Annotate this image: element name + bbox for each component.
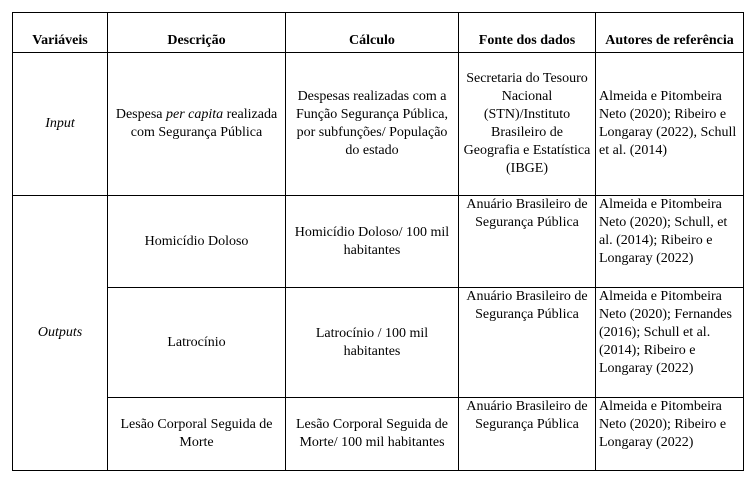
header-fonte: Fonte dos dados [458, 12, 596, 53]
authors-cell: Almeida e Pitombeira Neto (2020); Ribeir… [595, 397, 744, 471]
authors-cell: Almeida e Pitombeira Neto (2020); Schull… [595, 195, 744, 288]
description-text: realizada com Segurança Pública [130, 107, 278, 140]
table-row: Outputs Homicídio Doloso Homicídio Dolos… [12, 195, 744, 471]
group-outputs: Outputs [12, 195, 108, 471]
header-row: Variáveis Descrição Cálculo Fonte dos da… [12, 12, 744, 53]
calculation-cell: Lesão Corporal Seguida de Morte/ 100 mil… [285, 397, 459, 471]
source-cell: Anuário Brasileiro de Segurança Pública [458, 195, 596, 288]
description-cell: Latrocínio [107, 287, 286, 398]
table-row: Input Despesa per capita realizada com S… [12, 52, 744, 196]
header-variaveis: Variáveis [12, 12, 108, 53]
description-cell: Homicídio Doloso [107, 195, 286, 288]
description-text: Despesa [115, 107, 166, 122]
calculation-cell: Homicídio Doloso/ 100 mil habitantes [285, 195, 459, 288]
variables-table: Variáveis Descrição Cálculo Fonte dos da… [12, 12, 744, 471]
source-cell: Secretaria do Tesouro Nacional (STN)/Ins… [458, 52, 596, 196]
header-descricao: Descrição [107, 12, 286, 53]
header-calculo: Cálculo [285, 12, 459, 53]
description-cell: Lesão Corporal Seguida de Morte [107, 397, 286, 471]
source-cell: Anuário Brasileiro de Segurança Pública [458, 287, 596, 398]
header-autores: Autores de referência [595, 12, 744, 53]
authors-cell: Almeida e Pitombeira Neto (2020); Fernan… [595, 287, 744, 398]
description-cell: Despesa per capita realizada com Seguran… [107, 52, 286, 196]
group-input: Input [12, 52, 108, 196]
source-cell: Anuário Brasileiro de Segurança Pública [458, 397, 596, 471]
description-italic: per capita [165, 107, 224, 122]
authors-cell: Almeida e Pitombeira Neto (2020); Ribeir… [595, 52, 744, 196]
table-row: Lesão Corporal Seguida de Morte Lesão Co… [13, 397, 744, 471]
calculation-cell: Despesas realizadas com a Função Seguran… [285, 52, 459, 196]
table-row: Latrocínio Latrocínio / 100 mil habitant… [13, 287, 744, 398]
calculation-cell: Latrocínio / 100 mil habitantes [285, 287, 459, 398]
